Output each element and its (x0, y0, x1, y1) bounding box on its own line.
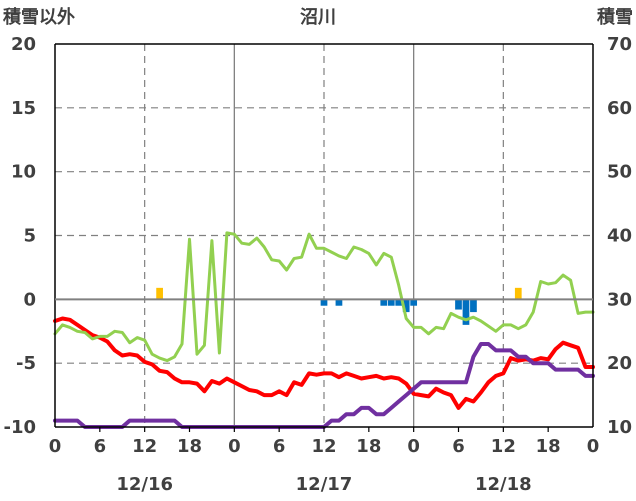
bar (320, 299, 328, 306)
date-label: 12/17 (296, 474, 353, 495)
bar (395, 299, 403, 306)
y-left-tick-label: -5 (16, 353, 36, 374)
bar (380, 299, 388, 306)
x-tick-label: 0 (228, 436, 241, 457)
chart-title: 沼川 (300, 6, 336, 28)
x-tick-label: 6 (452, 436, 465, 457)
y-right-tick-label: 60 (607, 98, 632, 119)
bar (156, 287, 163, 300)
y-left-tick-label: -10 (3, 417, 36, 438)
x-tick-label: 18 (356, 436, 381, 457)
x-tick-label: 6 (273, 436, 286, 457)
y-left-tick-label: 0 (23, 289, 36, 310)
bar (462, 299, 470, 325)
x-tick-label: 0 (49, 436, 62, 457)
bar (470, 299, 477, 313)
x-tick-label: 12 (311, 436, 336, 457)
x-tick-label: 12 (132, 436, 157, 457)
y-right-tick-label: 20 (607, 353, 632, 374)
y-left-tick-label: 15 (11, 98, 36, 119)
grid (55, 44, 593, 427)
bar (455, 299, 462, 310)
left-axis-label: 積雪以外 (2, 6, 75, 28)
bar (410, 299, 418, 306)
bar (514, 287, 522, 300)
bar (335, 299, 343, 306)
y-left-tick-label: 5 (23, 226, 36, 247)
bars (156, 287, 522, 325)
x-tick-label: 0 (407, 436, 420, 457)
y-right-tick-label: 70 (607, 34, 632, 55)
y-right-tick-label: 10 (607, 417, 632, 438)
x-tick-label: 18 (536, 436, 561, 457)
y-right-tick-label: 40 (607, 226, 632, 247)
temperature-line (53, 316, 595, 410)
x-tick-label: 12 (491, 436, 516, 457)
x-tick-label: 6 (94, 436, 107, 457)
date-label: 12/18 (475, 474, 532, 495)
y-left-tick-label: 10 (11, 162, 36, 183)
right-axis-label: 積雪 (596, 6, 633, 28)
green_series-line (53, 231, 595, 363)
axes (54, 43, 594, 432)
bar (387, 299, 395, 306)
bar (402, 299, 410, 313)
x-tick-label: 0 (587, 436, 600, 457)
y-left-tick-label: 20 (11, 34, 36, 55)
x-tick-label: 18 (177, 436, 202, 457)
y-right-tick-label: 30 (607, 289, 632, 310)
y-right-tick-label: 50 (607, 162, 632, 183)
date-label: 12/16 (116, 474, 173, 495)
